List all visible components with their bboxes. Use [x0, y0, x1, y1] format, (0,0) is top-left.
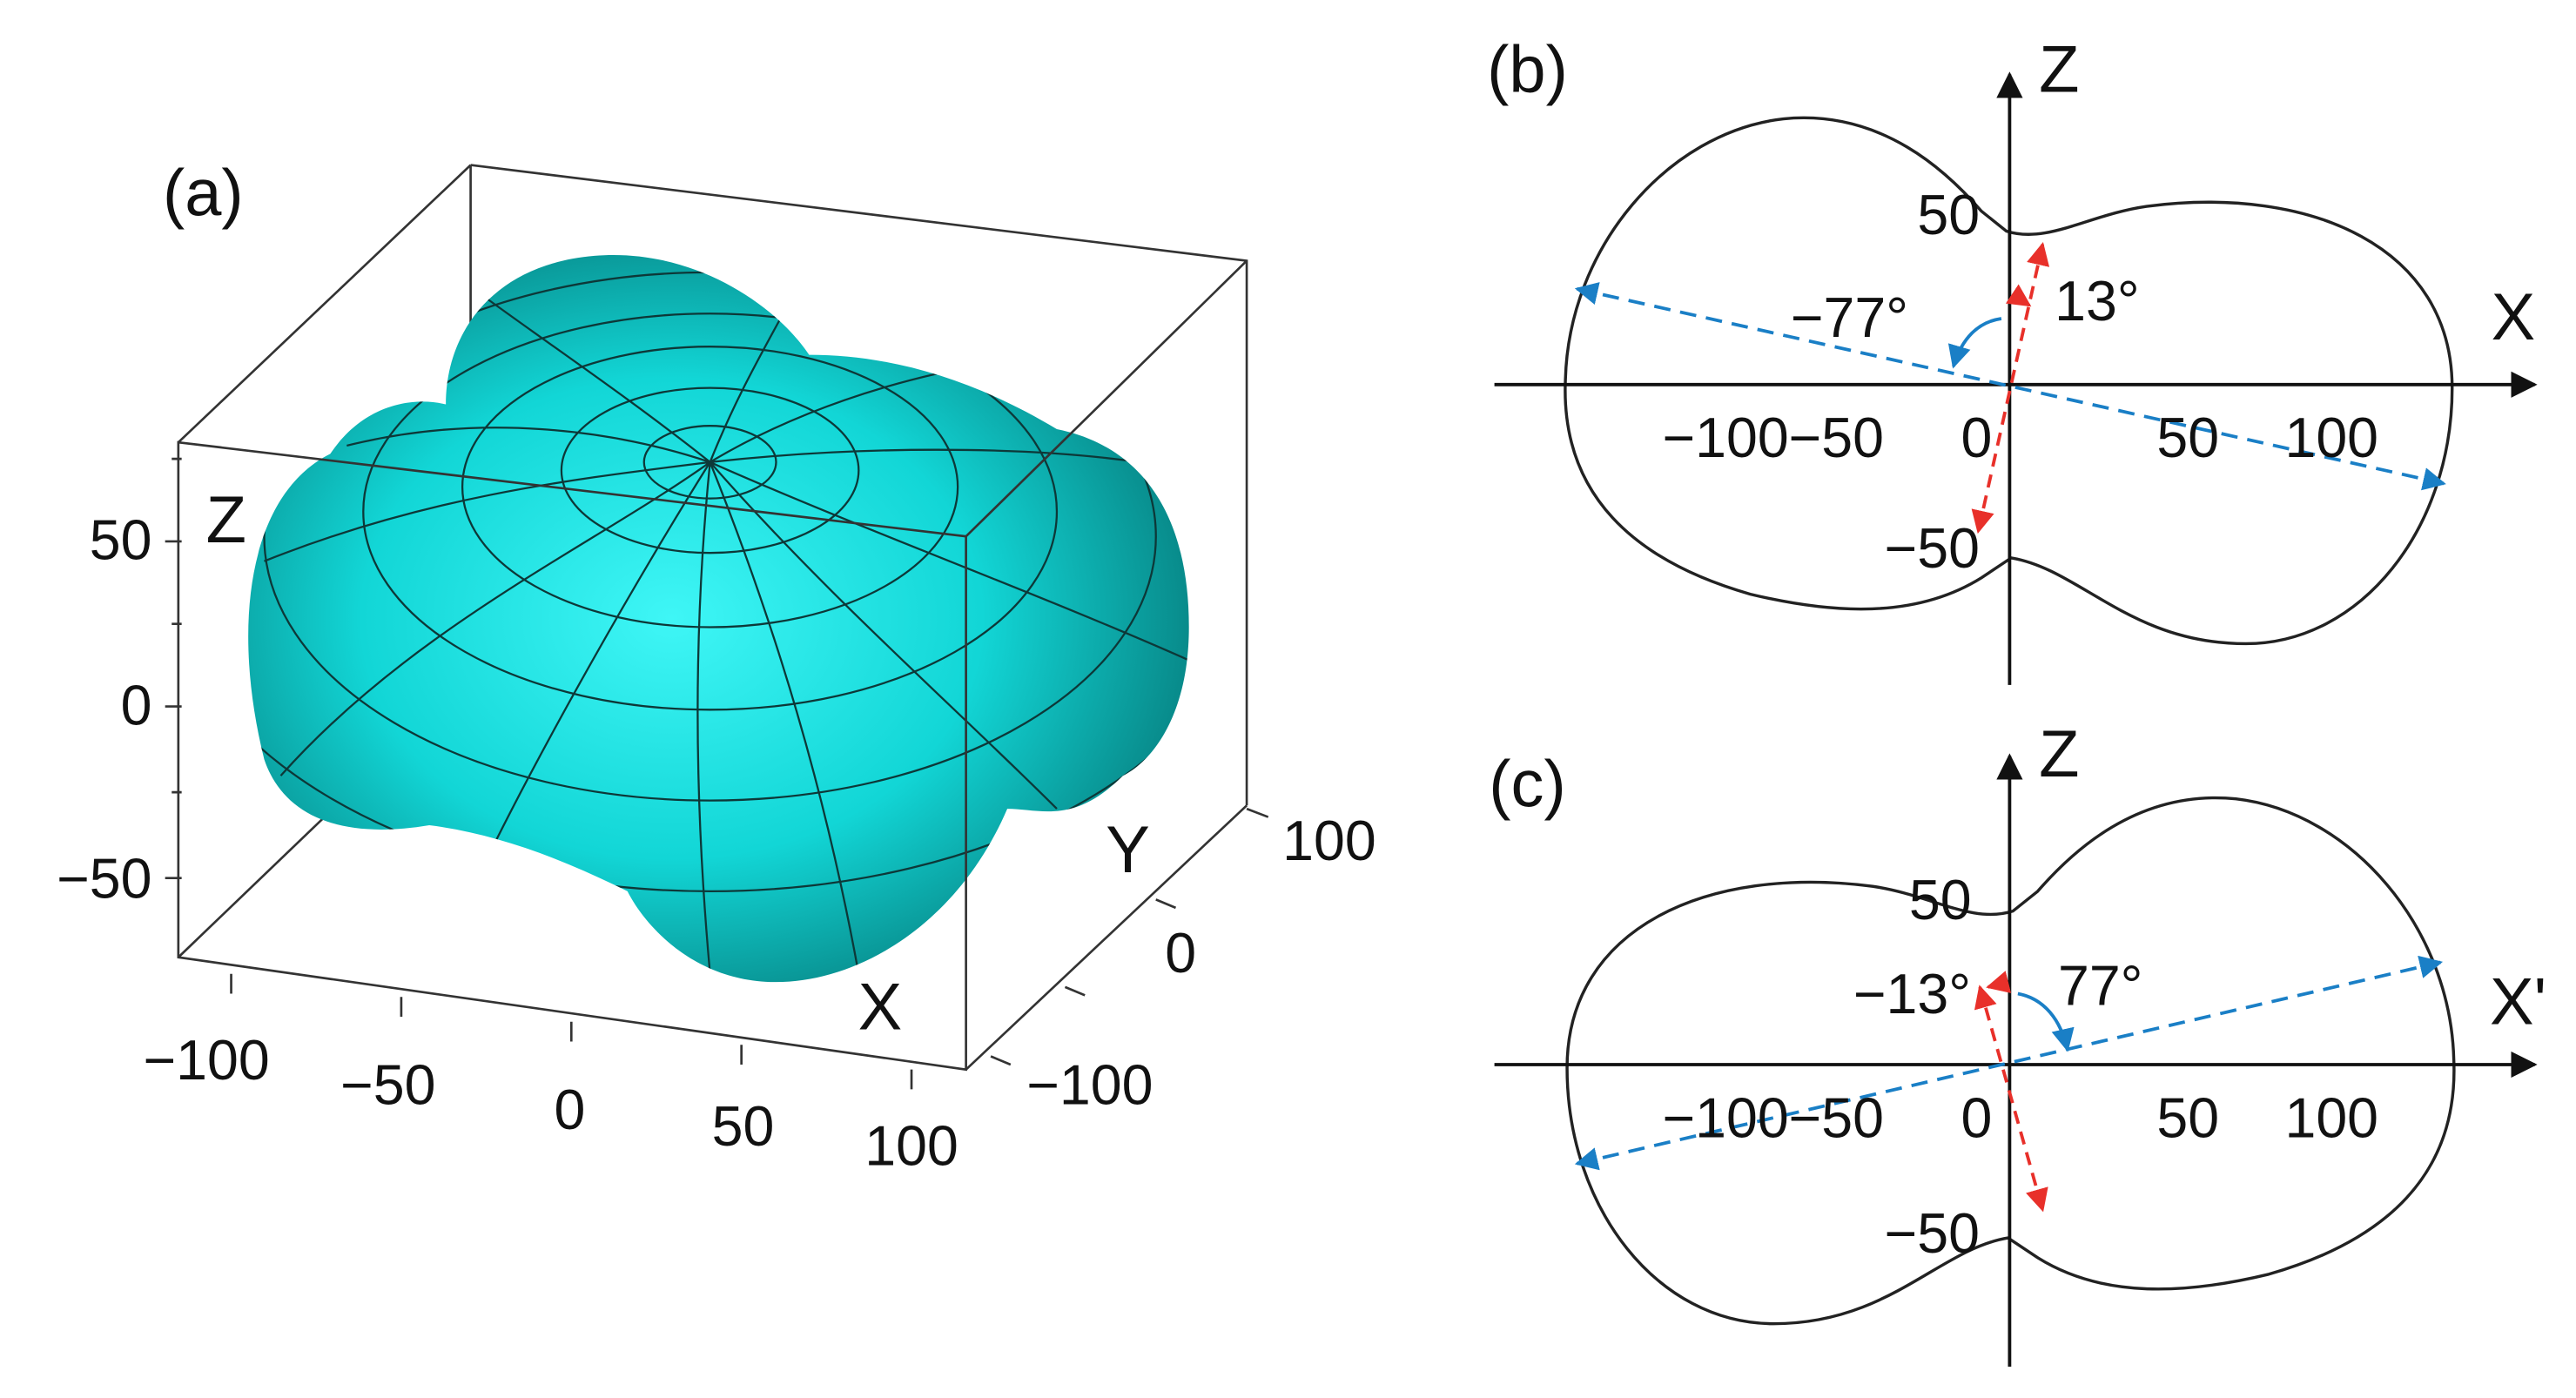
minor-axis-line [1974, 985, 2048, 1213]
angle-arc [2005, 284, 2032, 307]
surface [248, 254, 1189, 983]
tick-label: 0 [1165, 922, 1196, 985]
tick-label: −100 [1663, 1086, 1789, 1149]
tick-label: −50 [1885, 517, 1980, 580]
box-front [177, 259, 1248, 1072]
axis-label: X [2492, 280, 2536, 354]
tick-label: 50 [2156, 1086, 2219, 1149]
axis-label: X' [2490, 965, 2546, 1039]
x-tick-marks [230, 973, 913, 1090]
surface-mesh [248, 254, 1189, 983]
panel-label: (b) [1487, 32, 1568, 106]
angle-label: −77° [1791, 286, 1908, 349]
tick-label: 50 [1917, 184, 1980, 246]
z-tick-marks [165, 457, 182, 880]
panel-label: (a) [163, 157, 244, 231]
tick-label: 100 [1282, 810, 1376, 872]
major-axis-line [1574, 282, 2446, 491]
axis-label: Z [206, 483, 246, 557]
tick-label: 100 [2284, 407, 2378, 469]
tick-label: −50 [340, 1053, 435, 1116]
axis-label: X [858, 970, 903, 1044]
tick-label: −100 [143, 1029, 269, 1092]
tick-label: 50 [1909, 869, 1972, 931]
tick-label: 100 [864, 1115, 958, 1178]
angle-arc [1947, 317, 2002, 369]
tick-label: 0 [1961, 1086, 1993, 1149]
tick-label: −50 [1789, 1086, 1884, 1149]
panel-a: (a) Z X Y 50 0 −50 −100 −50 0 50 100 100… [57, 157, 1376, 1178]
tick-label: 100 [2284, 1086, 2378, 1149]
tick-label: 50 [712, 1095, 775, 1158]
radiation-pattern [1565, 796, 2456, 1326]
tick-label: 0 [1961, 407, 1993, 469]
angle-label: 77° [2058, 955, 2143, 1018]
major-axis-line [1574, 955, 2444, 1171]
panel-c: (c) Z X' −100 −50 0 50 100 50 −50 −13° 7… [1489, 717, 2546, 1367]
panel-b: (b) Z X −100 −50 0 50 100 50 −50 −77° 13… [1487, 32, 2538, 685]
angle-label: 13° [2055, 270, 2140, 333]
minor-axis-line [1971, 242, 2050, 534]
tick-label: 50 [2156, 407, 2219, 469]
tick-label: 50 [90, 509, 152, 572]
tick-label: −50 [1789, 407, 1884, 469]
axis-label: Z [2039, 717, 2079, 791]
angle-label: −13° [1853, 963, 1971, 1025]
tick-label: 0 [554, 1079, 585, 1141]
angle-arc [2017, 991, 2075, 1052]
axis-label: Y [1106, 813, 1150, 887]
panel-label: (c) [1489, 747, 1565, 821]
angle-arc [1986, 971, 2012, 993]
tick-label: −50 [57, 847, 151, 910]
radiation-pattern [1564, 116, 2454, 646]
tick-label: −50 [1885, 1202, 1980, 1265]
y-tick-marks [990, 807, 1269, 1066]
tick-label: 0 [121, 674, 152, 736]
tick-label: −100 [1026, 1053, 1153, 1116]
tick-label: −100 [1663, 407, 1789, 469]
axis-label: Z [2039, 32, 2079, 106]
